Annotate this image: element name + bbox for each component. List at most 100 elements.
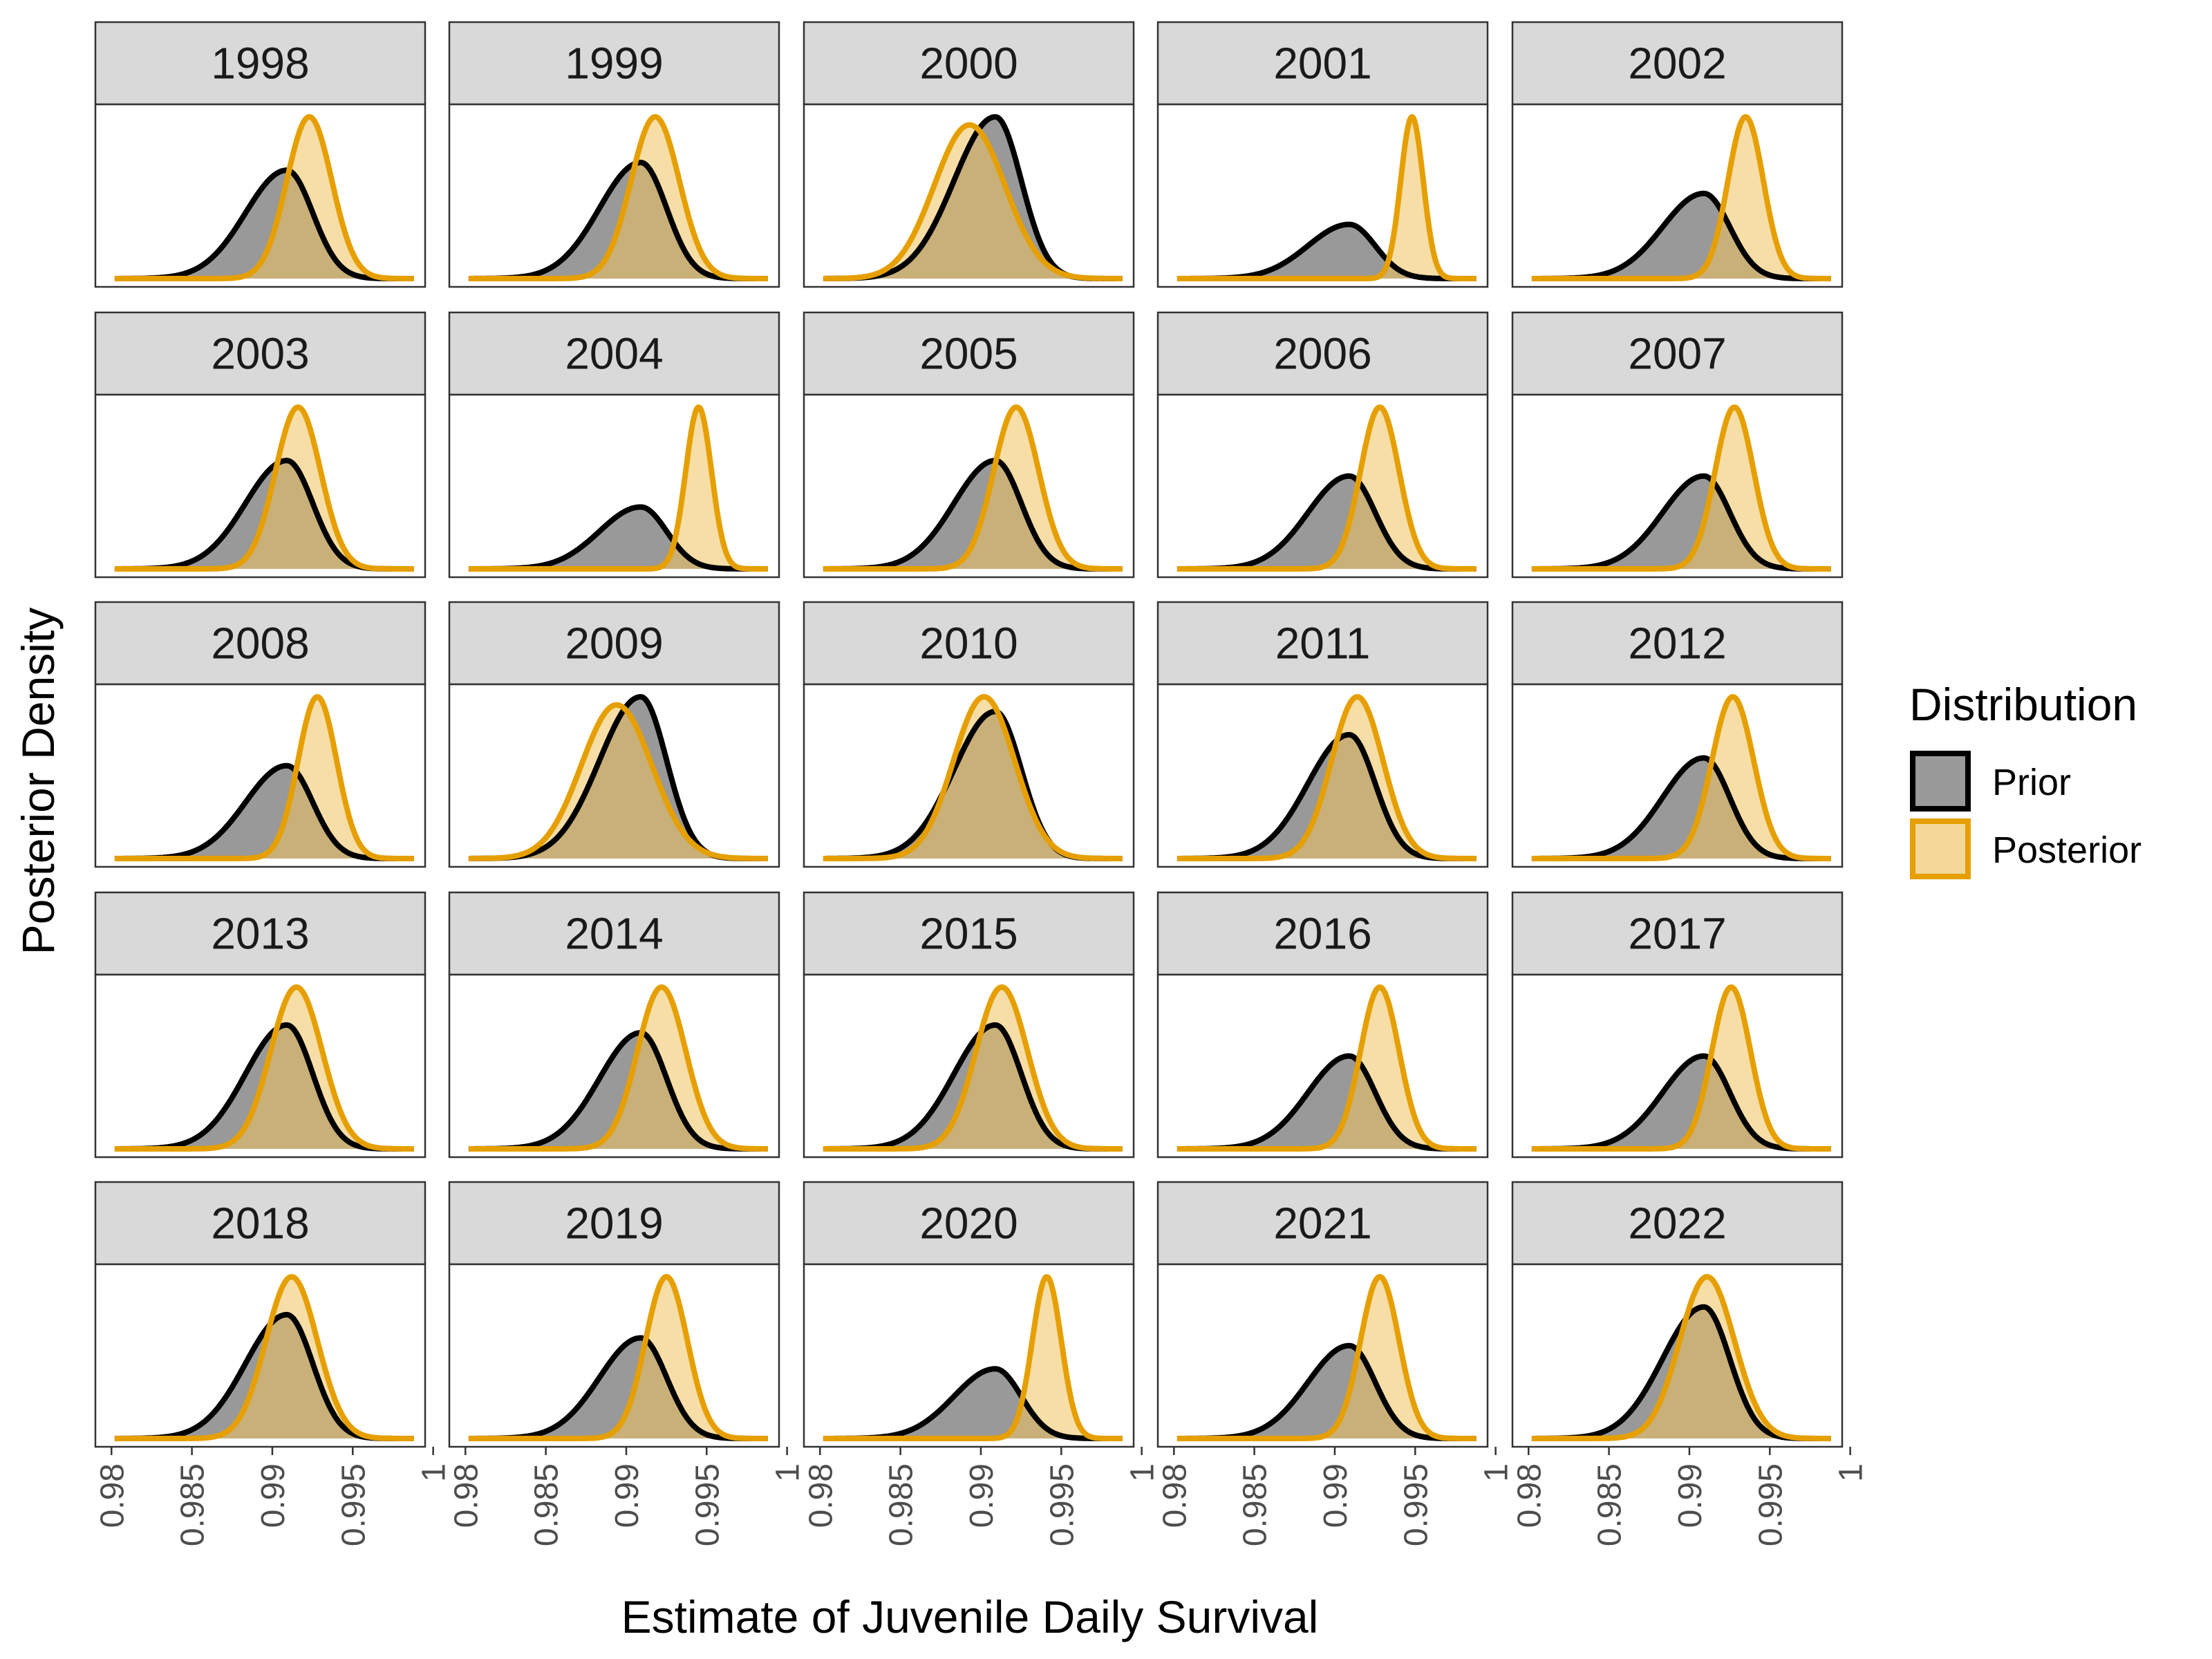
x-tick-label: 0.99	[1672, 1463, 1709, 1528]
facet-strip	[94, 21, 427, 106]
facet-strip	[94, 601, 427, 686]
posterior-density-fill	[114, 117, 414, 279]
facet-panel-2013: 2013	[94, 891, 427, 1159]
facet-panel-2007: 2007	[1511, 311, 1844, 579]
facet-strip-label: 2022	[1628, 1199, 1726, 1248]
posterior-density-fill	[468, 1277, 768, 1438]
facet-strip	[448, 891, 780, 976]
facet-strip-label: 2005	[919, 329, 1018, 379]
x-tick-label: 0.98	[448, 1463, 485, 1528]
facet-strip	[1156, 311, 1489, 396]
prior-density-fill	[1531, 1056, 1831, 1149]
facet-panel-1998: 1998	[94, 21, 427, 288]
facet-strip-label: 2018	[211, 1199, 309, 1248]
posterior-density-line	[467, 114, 770, 281]
x-axis-title: Estimate of Juvenile Daily Survival	[621, 1591, 1319, 1642]
facet-strip-label: 2000	[919, 39, 1018, 88]
facet-strip-label: 2001	[1273, 39, 1371, 88]
x-tick-label: 1	[1125, 1463, 1161, 1482]
x-tick-label: 0.995	[1398, 1463, 1434, 1546]
posterior-density-line	[467, 702, 770, 861]
facet-strip-label: 2012	[1628, 619, 1726, 668]
posterior-density-line	[113, 694, 416, 861]
x-tick-label: 1	[770, 1463, 807, 1482]
facet-strip-label: 2007	[1628, 329, 1726, 379]
posterior-density-line	[113, 404, 416, 572]
posterior-density-fill	[823, 124, 1123, 279]
facet-strip	[1156, 601, 1489, 686]
posterior-density-line	[1175, 114, 1479, 281]
facet-strip-label: 2019	[565, 1199, 663, 1248]
prior-density-fill	[468, 507, 768, 569]
legend-key-prior	[1910, 751, 1971, 812]
x-tick-label: 1	[416, 1463, 453, 1482]
facet-panel-2008: 2008	[94, 601, 427, 868]
posterior-density-fill	[1531, 697, 1831, 859]
x-tick-label: 0.98	[1156, 1463, 1193, 1528]
facet-panel-2009: 2009	[448, 601, 780, 868]
facet-panel-2016: 2016	[1156, 891, 1489, 1159]
posterior-density-fill	[1531, 1277, 1831, 1438]
posterior-density-fill	[1531, 407, 1831, 569]
facet-panel-2017: 2017	[1511, 891, 1844, 1159]
posterior-density-fill	[468, 407, 768, 569]
facet-panels: 1998 1999 2000 2001 2002 2003 2004 2005 2006 2007…	[94, 21, 1870, 1546]
prior-density-fill	[1531, 476, 1831, 569]
facet-panel-2022: 2022 0.98 0.985 0.99 0.995 1	[1511, 1181, 1870, 1546]
posterior-density-fill	[114, 407, 414, 569]
facet-strip-label: 2002	[1628, 39, 1726, 88]
posterior-density-line	[1175, 1274, 1479, 1441]
posterior-density-line	[1530, 1274, 1833, 1441]
posterior-density-line	[467, 984, 770, 1152]
prior-density-fill	[823, 460, 1123, 569]
facet-panel-2018: 2018 0.98 0.985 0.99 0.995 1	[94, 1181, 453, 1546]
prior-density-fill	[468, 1338, 768, 1438]
facet-strip	[94, 1181, 427, 1266]
facet-strip-label: 2004	[565, 329, 663, 379]
posterior-density-fill	[468, 987, 768, 1149]
posterior-density-fill	[1177, 697, 1477, 859]
x-tick-label: 0.99	[964, 1463, 1000, 1528]
facet-strip	[1156, 21, 1489, 106]
posterior-density-line	[1175, 694, 1479, 861]
prior-density-fill	[468, 1033, 768, 1149]
x-tick-label: 0.995	[689, 1463, 726, 1546]
x-tick-label: 0.985	[1237, 1463, 1274, 1546]
facet-strip-label: 2014	[565, 909, 663, 959]
posterior-density-fill	[114, 697, 414, 859]
facet-strip	[1511, 1181, 1844, 1266]
posterior-density-fill	[1531, 117, 1831, 279]
x-tick-label: 0.98	[1511, 1463, 1548, 1528]
posterior-density-line	[821, 404, 1125, 572]
posterior-density-line	[467, 1274, 770, 1441]
facet-panel-2020: 2020 0.98 0.985 0.99 0.995 1	[803, 1181, 1161, 1546]
x-tick-label: 0.985	[175, 1463, 212, 1546]
prior-density-fill	[1531, 758, 1831, 859]
posterior-density-fill	[1177, 117, 1477, 279]
facet-panel-2015: 2015	[803, 891, 1135, 1159]
x-tick-label: 0.98	[803, 1463, 839, 1528]
posterior-density-line	[113, 984, 416, 1152]
facet-strip-label: 2013	[211, 909, 309, 959]
facet-strip-label: 2009	[565, 619, 663, 668]
posterior-density-line	[821, 122, 1125, 281]
legend-title: Distribution	[1909, 679, 2137, 730]
facet-strip-label: 1998	[211, 39, 309, 88]
facet-panel-2000: 2000	[803, 21, 1135, 288]
posterior-density-line	[1530, 694, 1833, 861]
prior-density-fill	[1177, 476, 1477, 569]
legend-key-posterior	[1910, 818, 1971, 879]
posterior-density-line	[821, 694, 1125, 861]
facet-strip-label: 1999	[565, 39, 663, 88]
facet-strip-label: 2003	[211, 329, 309, 379]
prior-density-fill	[1531, 193, 1831, 279]
facet-panel-2004: 2004	[448, 311, 780, 579]
facet-strip	[1511, 891, 1844, 976]
facet-panel-2005: 2005	[803, 311, 1135, 579]
prior-density-fill	[1177, 1056, 1477, 1149]
facet-strip	[94, 891, 427, 976]
posterior-density-fill	[468, 704, 768, 859]
legend: Distribution Prior Posterior	[1909, 679, 2141, 879]
x-tick-label: 0.995	[1044, 1463, 1080, 1546]
x-tick-label: 0.99	[1318, 1463, 1354, 1528]
